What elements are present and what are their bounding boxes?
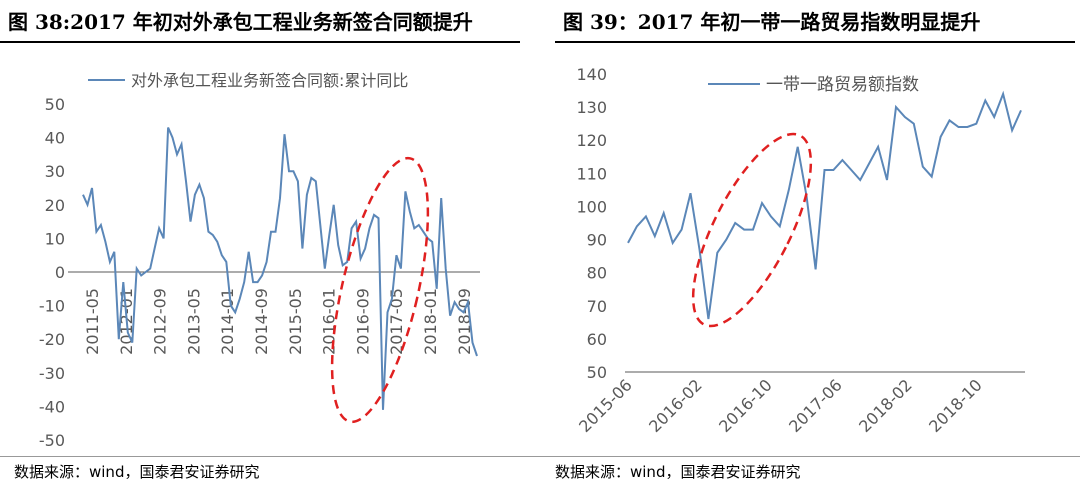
x-tick-label: 2017-05: [387, 288, 406, 355]
x-tick-label: 2016-02: [645, 375, 706, 436]
legend: 对外承包工程业务新签合同额:累计同比: [88, 71, 408, 90]
y-tick-label: 90: [587, 231, 607, 250]
y-tick-label: 30: [45, 162, 65, 181]
chart-left-svg: -50 -40 -30 -20 -10 0 10 20 30 40 50 2011-05 2012-0…: [39, 71, 480, 450]
y-tick-label: 110: [576, 164, 607, 183]
legend: 一带一路贸易额指数: [708, 75, 919, 95]
y-tick-label: 70: [587, 297, 607, 316]
y-tick-label: -20: [39, 330, 65, 349]
title-underline-right: [555, 41, 1075, 43]
highlight-ellipse: [330, 156, 430, 424]
x-tick-label: 2018-01: [421, 288, 440, 355]
x-tick-label: 2017-06: [785, 375, 846, 436]
y-tick-label: 120: [576, 131, 607, 150]
x-tick-label: 2015-06: [575, 375, 636, 436]
y-tick-label: 140: [576, 65, 607, 84]
y-tick-label: 40: [45, 129, 65, 148]
chart-panel-right: 图 39：2017 年初一带一路贸易指数明显提升 50 60 70 80 90 100 11…: [555, 0, 1080, 498]
y-tick-label: 10: [45, 229, 65, 248]
x-tick-label: 2013-05: [184, 288, 203, 355]
source-note-right: 数据来源：wind，国泰君安证券研究: [555, 463, 801, 481]
x-tick-label: 2014-09: [252, 288, 271, 355]
y-tick-label: 130: [576, 98, 607, 117]
source-note-left: 数据来源：wind，国泰君安证券研究: [14, 463, 260, 481]
y-tick-label: 100: [576, 197, 607, 216]
chart-title-right: 图 39：2017 年初一带一路贸易指数明显提升: [563, 10, 981, 34]
y-tick-label: 50: [45, 95, 65, 114]
y-tick-label: 50: [587, 363, 607, 382]
series-line: [627, 90, 1022, 320]
legend-label: 一带一路贸易额指数: [766, 75, 919, 95]
y-tick-label: -50: [39, 431, 65, 450]
y-tick-label: 60: [587, 330, 607, 349]
chart-right-svg: 50 60 70 80 90 100 110 120 130 140 2015-06 2016-02…: [575, 65, 1025, 436]
x-tick-label: 2016-01: [320, 288, 339, 355]
y-tick-label: -10: [39, 297, 65, 316]
x-tick-label: 2012-09: [151, 288, 170, 355]
x-tick-label: 2018-02: [855, 375, 916, 436]
y-tick-label: -40: [39, 397, 65, 416]
x-tick-label: 2016-10: [715, 375, 776, 436]
x-tick-label: 2015-05: [286, 288, 305, 355]
x-tick-label: 2011-05: [83, 288, 102, 355]
x-tick-label: 2014-01: [218, 288, 237, 355]
y-tick-label: 0: [55, 263, 65, 282]
chart-title-left: 图 38:2017 年初对外承包工程业务新签合同额提升: [8, 10, 473, 34]
y-tick-label: 20: [45, 196, 65, 215]
footer-rule: [0, 456, 1080, 457]
x-tick-label: 2016-09: [353, 288, 372, 355]
title-underline-left: [0, 41, 520, 43]
chart-panel-left: 图 38:2017 年初对外承包工程业务新签合同额提升 -50 -40 -30 -20…: [0, 0, 530, 498]
y-tick-label: -30: [39, 364, 65, 383]
series-line: [82, 127, 478, 410]
x-tick-label: 2018-10: [925, 375, 986, 436]
y-tick-label: 80: [587, 264, 607, 283]
legend-label: 对外承包工程业务新签合同额:累计同比: [131, 71, 408, 90]
